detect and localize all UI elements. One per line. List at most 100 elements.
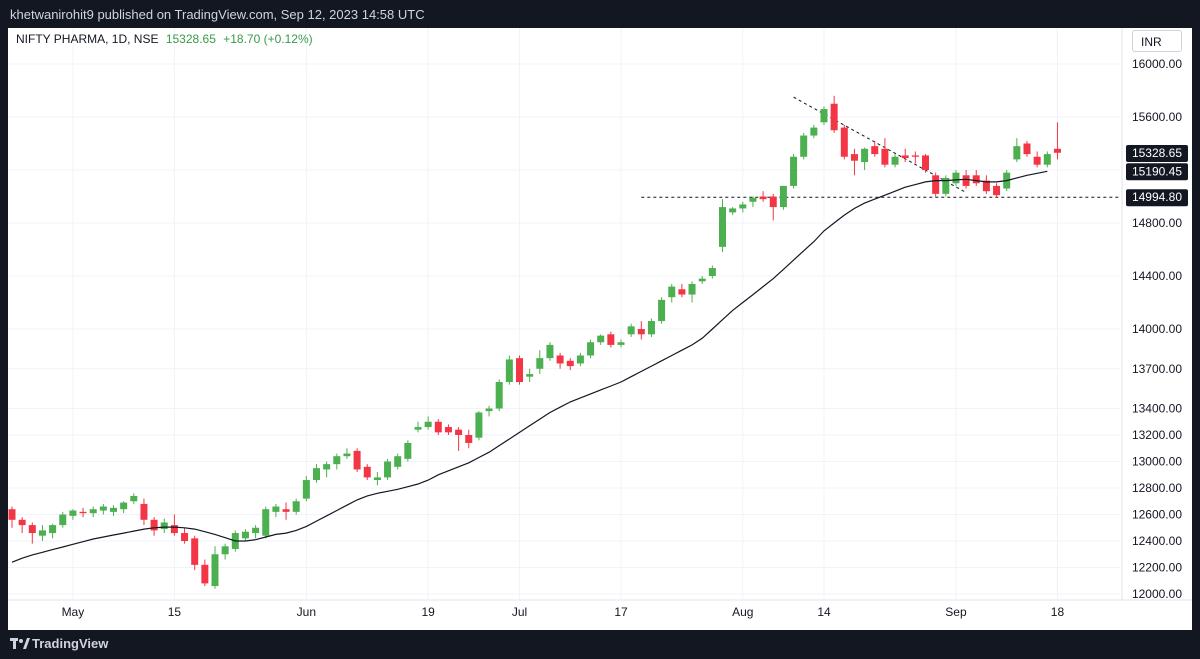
candle-down [678,289,686,295]
footer-brand: TradingView [32,636,109,651]
candle-up [292,501,300,512]
candle-down [769,196,777,208]
candlestick-chart[interactable]: 12000.00 12200.00 12400.00 12600.00 12800.00… [8,28,1192,630]
candle-up [221,546,229,555]
candle-up [343,453,351,457]
candle-down [465,435,473,443]
x-tick-label: 19 [421,605,435,619]
y-tick-label: 13700.00 [1132,362,1182,376]
candle-up [272,506,280,512]
candle-up [800,135,808,157]
candle-down [201,564,209,584]
candle-up [495,382,503,409]
candle-up [404,442,412,459]
candle-up [384,461,392,478]
candle-up [333,456,341,465]
y-tick-label: 12200.00 [1132,561,1182,575]
price-tag-label: 14994.80 [1132,190,1182,204]
candle-down [972,175,980,184]
candle-up [1043,154,1051,165]
tradingview-logo-icon [10,638,30,649]
y-tick-label: 12600.00 [1132,508,1182,522]
candle-down [871,146,879,155]
y-tick-label: 12800.00 [1132,481,1182,495]
candle-down [637,329,645,335]
y-tick-label: 14000.00 [1132,322,1182,336]
y-tick-label: 16000.00 [1132,57,1182,71]
x-tick-label: Sep [945,605,967,619]
candle-down [830,103,838,131]
candle-up [749,197,757,202]
candle-down [1033,156,1041,165]
x-tick-label: Jul [512,605,527,619]
x-tick-label: 18 [1051,605,1065,619]
candle-up [658,299,666,322]
candle-down [28,525,36,534]
x-tick-label: Jun [297,605,316,619]
candle-up [861,148,869,163]
chart-panel[interactable]: 12000.00 12200.00 12400.00 12600.00 12800.00… [8,28,1192,630]
price-tag-label: 15190.45 [1132,164,1182,178]
currency-selector[interactable]: INR [1132,30,1182,52]
price-tag [1126,144,1188,162]
candle-up [505,359,513,382]
candle-up [647,321,655,335]
candle-up [698,278,706,282]
y-tick-label: 15600.00 [1132,110,1182,124]
candle-up [373,477,381,481]
last-price: 15328.65 [165,32,216,46]
candle-up [99,506,107,511]
candle-up [49,525,57,534]
candle-up [587,342,595,356]
candle-up [820,109,828,123]
x-tick-label: 14 [817,605,831,619]
candle-down [982,180,990,192]
candle-up [627,326,635,335]
candle-up [719,207,726,247]
candle-up [89,509,97,514]
publisher-bar: khetwanirohit9 published on TradingView.… [0,0,1200,28]
candle-up [668,286,676,298]
candle-up [576,355,584,364]
price-tag [1126,189,1188,207]
candle-down [191,538,199,565]
price-tag-label: 15328.65 [1132,146,1182,160]
candle-up [211,554,219,587]
y-tick-label: 14800.00 [1132,216,1182,230]
candle-down [566,360,574,367]
candle-up [302,480,310,499]
candle-up [546,344,554,359]
candle-down [140,503,148,520]
candle-up [688,283,696,295]
candle-down [455,429,463,435]
candle-down [901,155,909,159]
candle-up [424,421,432,428]
x-tick-label: Aug [732,605,753,619]
x-tick-label: May [62,605,85,619]
candle-up [313,468,320,481]
candle-up [110,507,117,512]
candle-up [891,156,899,165]
footer-bar: TradingView [0,630,1200,659]
y-tick-label: 13400.00 [1132,402,1182,416]
candle-up [160,522,168,530]
candle-up [241,531,249,539]
candle-up [475,412,483,438]
candle-up [790,156,798,186]
candle-up [526,374,534,377]
candle-down [759,196,767,200]
candle-up [414,427,422,430]
candle-down [79,511,87,514]
publisher-line: khetwanirohit9 published on TradingView.… [10,7,425,22]
candle-down [150,519,158,531]
candle-down [516,358,523,382]
candle-up [38,530,46,536]
candle-up [739,204,747,209]
candle-down [932,175,940,194]
candle-down [850,154,858,161]
y-tick-label: 13200.00 [1132,428,1182,442]
y-tick-label: 12400.00 [1132,534,1182,548]
trendline [793,96,967,193]
symbol-name: NIFTY PHARMA, 1D, NSE [16,32,159,46]
candle-up [708,268,716,276]
